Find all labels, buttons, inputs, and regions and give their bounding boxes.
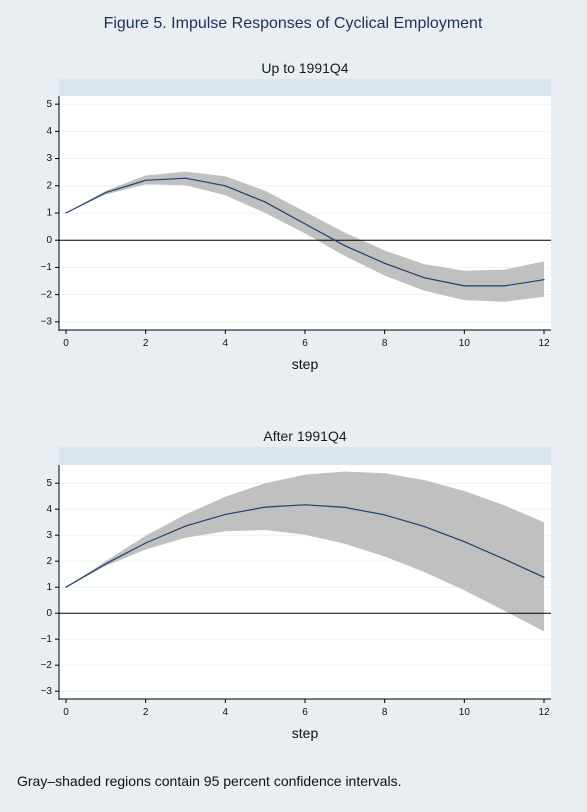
y-tick-label: 1: [46, 208, 52, 219]
y-tick-label: −1: [41, 262, 53, 273]
response-point: [503, 558, 505, 560]
x-tick-label: 8: [382, 338, 388, 349]
response-point: [65, 212, 67, 214]
panel-header-strip: [59, 79, 551, 96]
panel-title: Up to 1991Q4: [261, 60, 348, 76]
footnote: Gray–shaded regions contain 95 percent c…: [17, 773, 402, 789]
response-point: [344, 245, 346, 247]
confidence-band: [66, 471, 544, 632]
y-tick-label: 0: [46, 608, 52, 619]
y-tick-label: −3: [41, 686, 53, 697]
response-point: [423, 277, 426, 279]
x-tick-label: 0: [63, 707, 69, 718]
response-point: [384, 262, 386, 264]
y-tick-label: 5: [46, 478, 52, 489]
response-point: [304, 223, 306, 225]
response-point: [65, 586, 67, 588]
x-tick-label: 2: [143, 707, 149, 718]
response-point: [423, 526, 426, 528]
x-axis-label: step: [292, 725, 319, 741]
response-point: [224, 513, 226, 516]
response-point: [463, 541, 465, 543]
response-point: [105, 191, 107, 194]
response-point: [503, 285, 505, 287]
response-point: [304, 504, 306, 506]
response-point: [384, 514, 386, 516]
y-tick-label: 3: [46, 153, 52, 164]
x-tick-label: 12: [538, 338, 550, 349]
y-tick-label: 2: [46, 556, 52, 567]
response-point: [344, 506, 346, 508]
x-tick-label: 8: [382, 707, 388, 718]
y-tick-label: 3: [46, 530, 52, 541]
x-tick-label: 12: [538, 707, 550, 718]
y-tick-label: 2: [46, 180, 52, 191]
y-tick-label: −2: [41, 289, 53, 300]
x-tick-label: 6: [302, 338, 308, 349]
panel-header-strip: [59, 447, 551, 465]
response-point: [543, 576, 545, 578]
response-point: [463, 285, 465, 287]
figure-title: Figure 5. Impulse Responses of Cyclical …: [104, 15, 483, 32]
response-point: [543, 279, 545, 281]
confidence-band: [66, 171, 544, 302]
y-tick-label: 0: [46, 235, 52, 246]
panel-title: After 1991Q4: [263, 428, 346, 444]
response-point: [264, 201, 266, 203]
y-tick-label: 4: [46, 126, 52, 137]
response-point: [145, 542, 147, 544]
x-tick-label: 0: [63, 338, 69, 349]
response-point: [184, 177, 187, 179]
y-tick-label: 5: [46, 99, 52, 110]
y-tick-label: 1: [46, 582, 52, 593]
x-tick-label: 6: [302, 707, 308, 718]
y-tick-label: −3: [41, 316, 53, 327]
x-tick-label: 10: [459, 707, 471, 718]
y-tick-label: −1: [41, 634, 53, 645]
response-point: [264, 506, 266, 508]
response-point: [224, 185, 226, 187]
x-tick-label: 4: [223, 338, 229, 349]
x-tick-label: 4: [223, 707, 229, 718]
y-tick-label: −2: [41, 660, 53, 671]
response-point: [105, 563, 107, 565]
response-point: [184, 525, 187, 527]
x-axis-label: step: [292, 356, 319, 372]
response-point: [145, 179, 147, 181]
x-tick-label: 2: [143, 338, 149, 349]
y-tick-label: 4: [46, 504, 52, 515]
x-tick-label: 10: [459, 338, 471, 349]
